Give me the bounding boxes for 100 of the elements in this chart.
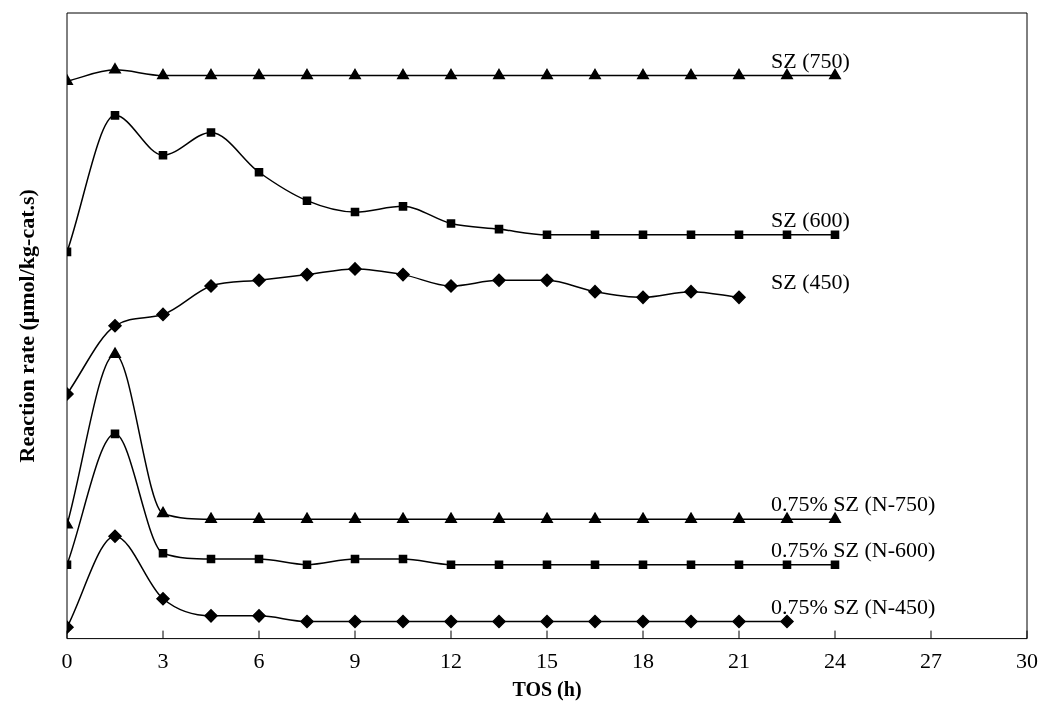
series-label: SZ (750): [771, 47, 850, 73]
point: [781, 512, 793, 523]
point: [782, 230, 792, 240]
point: [684, 284, 698, 299]
point: [350, 207, 360, 217]
point: [733, 512, 745, 523]
point: [588, 614, 602, 629]
point: [684, 614, 698, 629]
x-tick-label: 0: [61, 647, 73, 673]
point: [398, 202, 408, 211]
point: [348, 262, 362, 276]
x-tick-label: 12: [440, 647, 462, 673]
point: [396, 614, 410, 629]
point: [108, 529, 122, 543]
point: [445, 512, 457, 523]
point: [637, 68, 649, 80]
point: [445, 68, 457, 80]
series-label: SZ (450): [771, 269, 850, 295]
point: [733, 68, 745, 80]
point: [444, 279, 458, 293]
x-tick-label: 18: [632, 647, 654, 673]
point: [302, 196, 312, 205]
point: [157, 68, 169, 80]
x-tick-label: 6: [253, 647, 265, 673]
point: [109, 63, 121, 74]
x-tick-label: 27: [920, 647, 942, 673]
point: [686, 230, 696, 240]
point: [205, 512, 217, 523]
point: [685, 68, 697, 80]
point: [254, 167, 264, 177]
point: [588, 284, 602, 299]
x-tick-label: 15: [536, 647, 558, 673]
point: [589, 68, 601, 80]
point: [349, 68, 361, 80]
point: [732, 290, 746, 305]
y-axis-title: Reaction rate (μmol/kg-cat.s): [13, 189, 39, 463]
point: [782, 560, 792, 569]
point: [206, 554, 216, 564]
point: [446, 560, 456, 569]
point: [301, 512, 313, 523]
point: [301, 68, 313, 80]
point: [300, 267, 314, 282]
point: [734, 230, 744, 240]
x-tick-label: 3: [157, 647, 169, 673]
point: [156, 592, 170, 606]
point: [110, 111, 120, 120]
series-label: SZ (600): [771, 206, 850, 232]
point: [396, 267, 410, 282]
point: [542, 230, 552, 240]
series-label: 0.75% SZ (N-450): [771, 593, 936, 619]
point: [253, 512, 265, 523]
point: [204, 279, 218, 293]
point: [109, 347, 121, 358]
point: [686, 560, 696, 569]
point: [637, 512, 649, 523]
point: [781, 68, 793, 80]
point: [444, 614, 458, 629]
point: [541, 68, 553, 80]
point: [780, 614, 794, 629]
x-tick-label: 24: [824, 647, 846, 673]
point: [685, 512, 697, 523]
series-label: 0.75% SZ (N-750): [771, 491, 936, 517]
point: [493, 68, 505, 80]
point: [398, 554, 408, 564]
point: [494, 224, 504, 234]
point: [156, 307, 170, 322]
point: [541, 512, 553, 523]
point: [446, 219, 456, 228]
point: [397, 512, 409, 523]
point: [252, 273, 266, 288]
point: [300, 614, 314, 629]
point: [589, 512, 601, 523]
point: [638, 560, 648, 569]
point: [206, 128, 216, 137]
point: [158, 150, 168, 160]
point: [254, 554, 264, 564]
point: [108, 319, 122, 333]
point: [732, 614, 746, 629]
x-tick-label: 9: [349, 647, 361, 673]
point: [397, 68, 409, 80]
point: [253, 68, 265, 80]
point: [542, 560, 552, 569]
point: [110, 429, 120, 439]
point: [302, 560, 312, 569]
point: [734, 560, 744, 569]
point: [252, 609, 266, 623]
point: [590, 230, 600, 240]
point: [349, 512, 361, 523]
x-axis-title: TOS (h): [512, 678, 582, 702]
point: [158, 549, 168, 558]
point: [350, 554, 360, 564]
point: [493, 512, 505, 523]
point: [829, 512, 841, 523]
x-tick-label: 21: [728, 647, 750, 673]
point: [830, 560, 840, 569]
point: [157, 506, 169, 518]
point: [492, 614, 506, 629]
point: [590, 560, 600, 569]
point: [348, 614, 362, 629]
series-label: 0.75% SZ (N-600): [771, 536, 936, 562]
